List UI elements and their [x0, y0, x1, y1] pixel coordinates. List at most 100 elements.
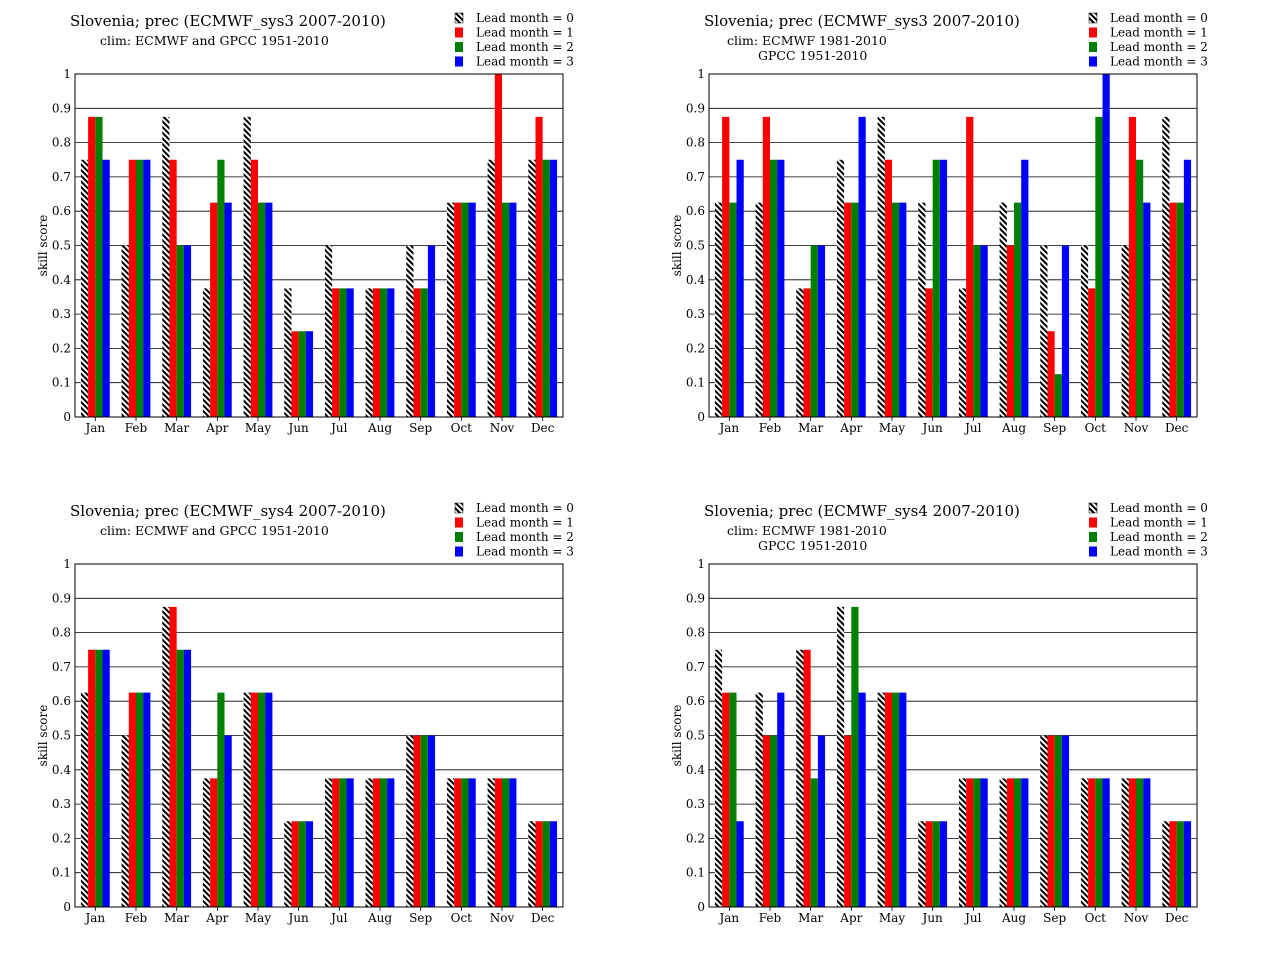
y-tick-label: 0.2	[52, 831, 71, 845]
bar-jul-lead2	[973, 245, 981, 417]
y-tick-label: 0	[697, 410, 705, 424]
bar-oct-lead1	[1088, 778, 1096, 908]
x-tick-label: Jan	[717, 911, 739, 925]
y-tick-label: 1	[697, 67, 705, 81]
x-tick-label: May	[879, 911, 905, 925]
legend-label: Lead month = 0	[1110, 501, 1208, 515]
x-tick-label: Jan	[83, 421, 105, 435]
y-axis-label: skill score	[36, 215, 50, 277]
bar-mar-lead2	[810, 245, 818, 417]
bar-jul-lead3	[980, 245, 988, 417]
bar-apr-lead2	[851, 606, 859, 908]
y-tick-label: 0.1	[52, 376, 71, 390]
bar-mar-lead0	[162, 606, 170, 908]
x-tick-label: Feb	[125, 911, 148, 925]
bar-dec-lead3	[549, 821, 558, 907]
bar-dec-lead3	[1183, 159, 1192, 417]
legend-label: Lead month = 2	[476, 530, 574, 544]
x-tick-label: Jul	[329, 421, 348, 435]
bar-sep-lead1	[413, 288, 421, 418]
bar-may-lead1	[884, 159, 892, 417]
y-tick-label: 0.5	[52, 729, 71, 743]
y-tick-label: 0.6	[52, 694, 71, 708]
chart-title: Slovenia; prec (ECMWF_sys4 2007-2010)	[70, 502, 386, 520]
bar-chart-svg: 0 0.1 0.2 0.3 0.4 0.5 0.6 0.7 0.8 0.9 1 Jan Feb Mar Ap…	[670, 11, 1208, 435]
bar-jun-lead0	[284, 821, 292, 907]
x-tick-label: Feb	[759, 911, 782, 925]
chart-subtitle: GPCC 1951-2010	[758, 538, 867, 553]
legend-label: Lead month = 2	[1110, 40, 1208, 54]
bar-aug-lead2	[1014, 202, 1022, 418]
bar-mar-lead1	[169, 606, 177, 908]
bar-sep-lead3	[1061, 245, 1070, 417]
y-tick-label: 0.5	[686, 239, 705, 253]
y-tick-label: 0.7	[686, 170, 705, 184]
bar-oct-lead3	[1102, 74, 1110, 417]
bar-feb-lead1	[762, 735, 770, 907]
bar-oct-lead1	[454, 202, 462, 418]
bar-dec-lead2	[542, 821, 550, 907]
y-tick-label: 0	[697, 900, 705, 914]
bar-jan-lead3	[102, 649, 110, 907]
legend-swatch-lead3	[1089, 546, 1097, 557]
legend-swatch-lead0	[454, 502, 464, 514]
bar-oct-lead0	[1080, 778, 1089, 908]
y-tick-label: 0.9	[52, 591, 71, 605]
bar-sep-lead2	[1054, 374, 1062, 418]
y-tick-label: 0.3	[686, 307, 705, 321]
bar-mar-lead3	[183, 649, 192, 907]
bar-jan-lead0	[80, 692, 89, 908]
bar-jan-lead1	[722, 692, 730, 908]
y-tick-label: 0.6	[52, 204, 71, 218]
y-axis-label: skill score	[36, 705, 50, 767]
chart-panel-sys3-gpcc-1951: 0 0.1 0.2 0.3 0.4 0.5 0.6 0.7 0.8 0.9 1 Jan Feb Mar Ap…	[0, 0, 634, 490]
y-tick-label: 0.7	[52, 660, 71, 674]
chart-panel-sys3-ecmwf-1981: 0 0.1 0.2 0.3 0.4 0.5 0.6 0.7 0.8 0.9 1 Jan Feb Mar Ap…	[634, 0, 1268, 490]
bar-aug-lead1	[372, 288, 380, 418]
bar-jan-lead3	[102, 159, 110, 417]
bar-jun-lead2	[298, 821, 306, 907]
bar-oct-lead3	[468, 202, 476, 418]
bar-apr-lead3	[858, 116, 866, 418]
y-tick-label: 1	[697, 557, 705, 571]
x-tick-label: Dec	[1165, 911, 1189, 925]
bar-may-lead3	[899, 202, 907, 418]
x-tick-label: Jul	[963, 911, 982, 925]
bar-aug-lead0	[365, 288, 373, 418]
bar-nov-lead2	[502, 778, 510, 908]
bar-jul-lead3	[346, 778, 354, 908]
legend-label: Lead month = 3	[476, 55, 574, 69]
chart-subtitle: clim: ECMWF and GPCC 1951-2010	[100, 33, 329, 48]
bars	[714, 606, 1192, 908]
x-tick-label: Aug	[1001, 421, 1026, 435]
x-tick-label: Feb	[125, 421, 148, 435]
legend-swatch-lead3	[1089, 56, 1097, 67]
bar-jan-lead2	[95, 649, 103, 907]
bar-jul-lead0	[958, 288, 967, 418]
bar-mar-lead2	[810, 778, 818, 908]
bar-chart-svg: 0 0.1 0.2 0.3 0.4 0.5 0.6 0.7 0.8 0.9 1 Jan Feb Mar Ap…	[36, 11, 574, 435]
y-tick-label: 0.4	[52, 273, 71, 287]
x-tick-label: Mar	[164, 911, 189, 925]
y-tick-label: 0.3	[52, 307, 71, 321]
bar-jun-lead2	[932, 159, 940, 417]
bar-jan-lead2	[729, 692, 737, 908]
bar-aug-lead0	[999, 778, 1007, 908]
bar-may-lead0	[877, 692, 885, 908]
legend-swatch-lead0	[454, 12, 464, 24]
bar-may-lead3	[265, 202, 273, 418]
bar-sep-lead0	[406, 735, 414, 907]
bar-dec-lead1	[1169, 202, 1177, 418]
bar-oct-lead3	[1102, 778, 1110, 908]
bar-chart-svg: 0 0.1 0.2 0.3 0.4 0.5 0.6 0.7 0.8 0.9 1 Jan Feb Mar Ap…	[36, 501, 574, 925]
bar-jul-lead1	[966, 778, 974, 908]
bar-sep-lead3	[1061, 735, 1070, 907]
legend-label: Lead month = 1	[1110, 516, 1208, 530]
bar-nov-lead3	[1143, 202, 1151, 418]
bar-jul-lead3	[346, 288, 354, 418]
legend-swatch-lead3	[455, 56, 463, 67]
y-tick-label: 0.3	[686, 797, 705, 811]
y-tick-label: 0.1	[52, 866, 71, 880]
bar-apr-lead2	[217, 692, 225, 908]
y-tick-label: 0.1	[686, 376, 705, 390]
